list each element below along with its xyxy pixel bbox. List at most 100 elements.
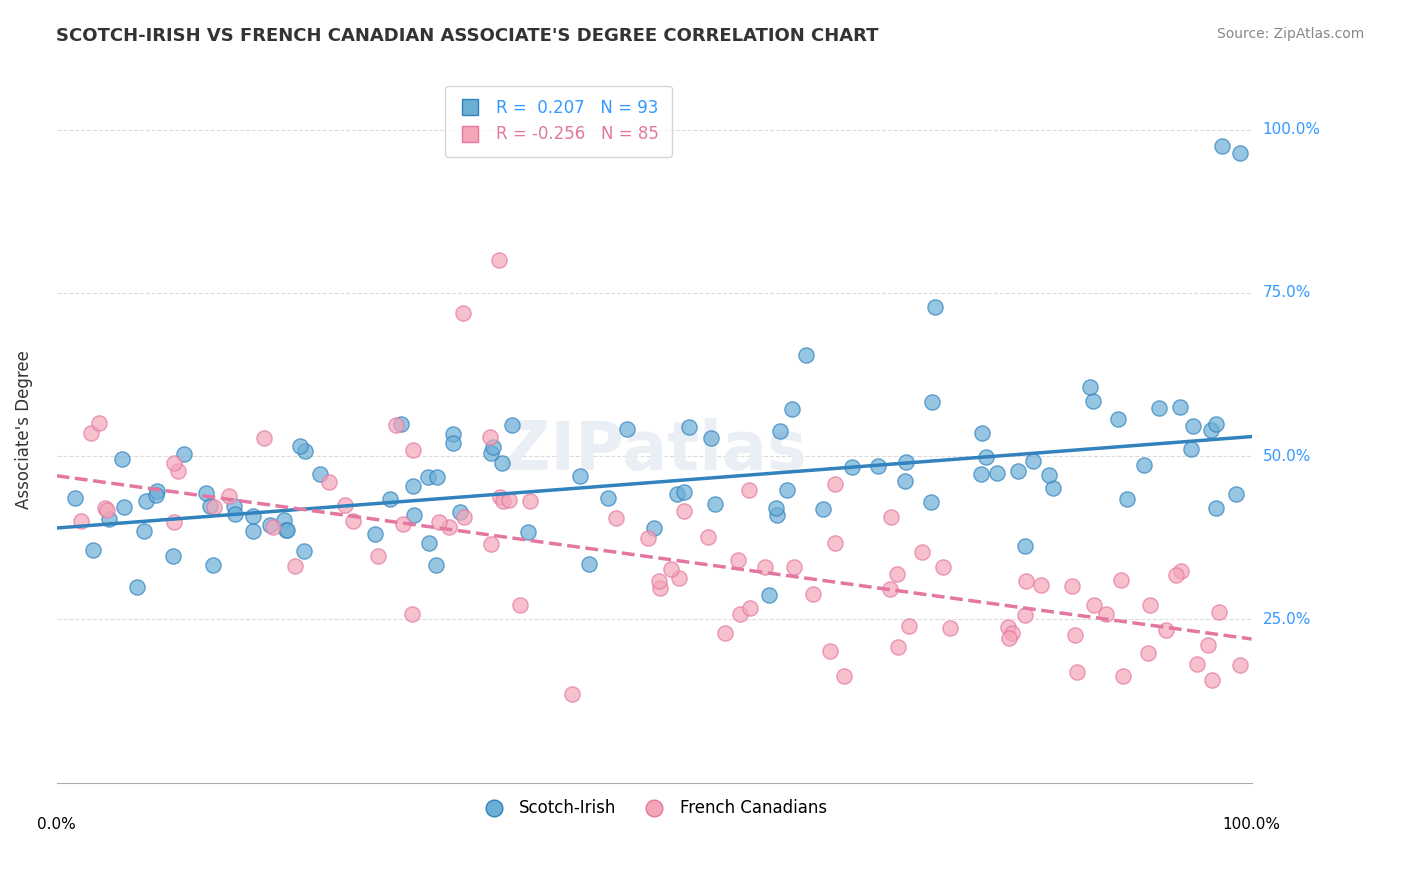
Point — [70, 515, 93, 529]
Point — [401, 607, 423, 621]
Point — [1182, 418, 1205, 433]
Point — [1205, 417, 1227, 431]
Point — [1015, 574, 1038, 589]
Point — [896, 455, 918, 469]
Text: SCOTCH-IRISH VS FRENCH CANADIAN ASSOCIATE'S DEGREE CORRELATION CHART: SCOTCH-IRISH VS FRENCH CANADIAN ASSOCIAT… — [56, 27, 879, 45]
Point — [769, 425, 792, 439]
Point — [392, 517, 415, 532]
Point — [783, 560, 806, 574]
Point — [997, 631, 1019, 645]
Point — [425, 558, 447, 572]
Point — [1083, 598, 1105, 612]
Point — [218, 489, 240, 503]
Point — [111, 451, 134, 466]
Text: 100.0%: 100.0% — [1223, 817, 1281, 832]
Point — [367, 549, 389, 563]
Point — [811, 502, 834, 516]
Point — [605, 511, 627, 525]
Point — [678, 419, 700, 434]
Point — [364, 526, 387, 541]
Point — [429, 515, 451, 529]
Point — [378, 491, 401, 506]
Point — [920, 494, 942, 508]
Point — [198, 499, 221, 513]
Point — [242, 524, 264, 539]
Point — [163, 456, 186, 470]
Text: 0.0%: 0.0% — [37, 817, 76, 832]
Point — [488, 253, 510, 268]
Point — [704, 497, 727, 511]
Point — [1164, 568, 1187, 582]
Point — [754, 560, 776, 574]
Point — [765, 508, 787, 522]
Point — [1007, 464, 1029, 478]
Point — [389, 417, 412, 431]
Text: 50.0%: 50.0% — [1263, 449, 1310, 464]
Point — [519, 494, 541, 508]
Point — [1185, 657, 1208, 671]
Point — [561, 687, 583, 701]
Point — [932, 559, 955, 574]
Point — [481, 440, 503, 454]
Point — [776, 483, 799, 498]
Point — [1062, 578, 1084, 592]
Point — [479, 445, 502, 459]
Point — [276, 523, 298, 537]
Point — [488, 491, 510, 505]
Point — [1063, 628, 1085, 642]
Point — [879, 582, 901, 597]
Point — [1168, 400, 1191, 414]
Point — [568, 469, 591, 483]
Point — [939, 621, 962, 635]
Point — [402, 442, 425, 457]
Point — [1211, 139, 1233, 153]
Point — [1133, 458, 1156, 472]
Point — [167, 464, 190, 478]
Point — [449, 505, 471, 519]
Point — [643, 521, 665, 535]
Point — [1066, 665, 1088, 680]
Y-axis label: Associate's Degree: Associate's Degree — [15, 351, 32, 509]
Point — [262, 520, 284, 534]
Point — [578, 557, 600, 571]
Point — [333, 498, 356, 512]
Point — [426, 470, 449, 484]
Point — [112, 500, 135, 514]
Point — [202, 500, 225, 515]
Text: 100.0%: 100.0% — [1263, 122, 1320, 137]
Point — [910, 545, 932, 559]
Point — [63, 491, 86, 506]
Point — [924, 300, 946, 314]
Point — [765, 501, 787, 516]
Point — [509, 598, 531, 612]
Point — [659, 562, 682, 576]
Point — [801, 587, 824, 601]
Point — [598, 491, 620, 505]
Point — [441, 436, 464, 450]
Point — [921, 394, 943, 409]
Point — [1038, 467, 1060, 482]
Point — [1229, 145, 1251, 160]
Point — [194, 485, 217, 500]
Point — [672, 504, 695, 518]
Point — [1208, 605, 1230, 619]
Point — [970, 467, 993, 481]
Point — [479, 430, 502, 444]
Point — [162, 549, 184, 563]
Point — [1170, 565, 1192, 579]
Point — [1014, 607, 1036, 622]
Point — [80, 426, 103, 441]
Point — [665, 487, 688, 501]
Point — [451, 305, 474, 319]
Point — [1042, 481, 1064, 495]
Point — [841, 459, 863, 474]
Point — [443, 427, 465, 442]
Point — [637, 531, 659, 545]
Point — [98, 512, 121, 526]
Point — [794, 348, 817, 362]
Point — [974, 450, 997, 465]
Point — [1014, 540, 1036, 554]
Point — [1001, 626, 1024, 640]
Point — [672, 484, 695, 499]
Point — [284, 558, 307, 573]
